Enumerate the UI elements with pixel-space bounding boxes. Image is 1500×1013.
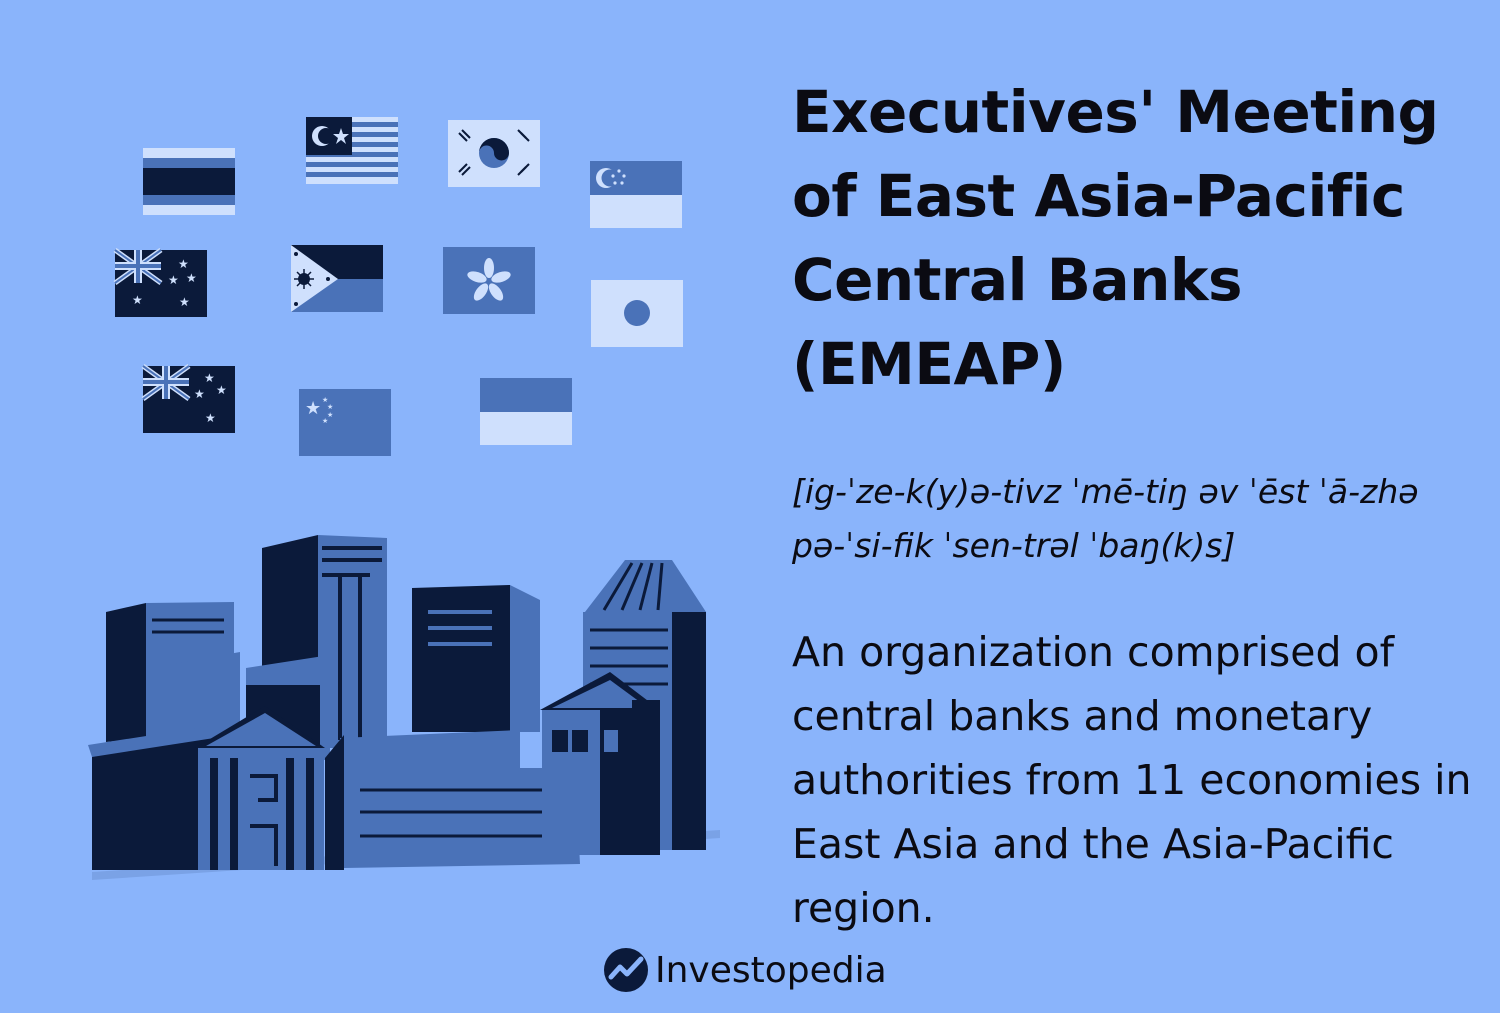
illustration: ★★ ★★★ (88, 117, 720, 880)
svg-text:★: ★ (186, 271, 197, 285)
hong-kong-flag-icon (443, 247, 535, 314)
svg-text:★: ★ (179, 295, 190, 309)
svg-text:★: ★ (205, 411, 216, 425)
city-skyline-icon (88, 535, 720, 880)
page-title: Executives' Meeting of East Asia-Pacific… (792, 78, 1439, 398)
indonesia-flag-icon (480, 378, 572, 445)
svg-text:★: ★ (322, 396, 328, 404)
philippines-flag-icon (291, 245, 383, 312)
svg-text:★: ★ (327, 411, 333, 419)
pronunciation-text: [ig-ˈze-k(y)ə-tivz ˈmē-tiŋ əv ˈēst ˈā-zh… (792, 472, 1419, 565)
china-flag-icon: ★ ★★ ★★ (299, 389, 391, 456)
thailand-flag-icon (143, 148, 235, 215)
svg-text:★: ★ (322, 417, 328, 425)
svg-text:★: ★ (132, 293, 143, 307)
brand-logo[interactable]: Investopedia (603, 944, 887, 996)
svg-text:★: ★ (305, 398, 321, 419)
svg-text:★: ★ (327, 403, 333, 411)
australia-flag-icon: ★★ ★★★ (113, 247, 207, 317)
malaysia-flag-icon (306, 117, 398, 184)
svg-text:★: ★ (216, 383, 227, 397)
svg-text:★: ★ (204, 371, 215, 385)
svg-text:★: ★ (168, 273, 179, 287)
japan-flag-icon (591, 280, 683, 347)
brand-name: Investopedia (655, 949, 887, 991)
definition-text: An organization comprised of central ban… (792, 628, 1472, 932)
svg-text:★: ★ (178, 257, 189, 271)
svg-text:★: ★ (194, 387, 205, 401)
singapore-flag-icon (590, 161, 682, 228)
investopedia-logo-icon (604, 948, 648, 992)
south-korea-flag-icon (448, 120, 540, 187)
new-zealand-flag-icon: ★★ ★★ (141, 363, 235, 433)
